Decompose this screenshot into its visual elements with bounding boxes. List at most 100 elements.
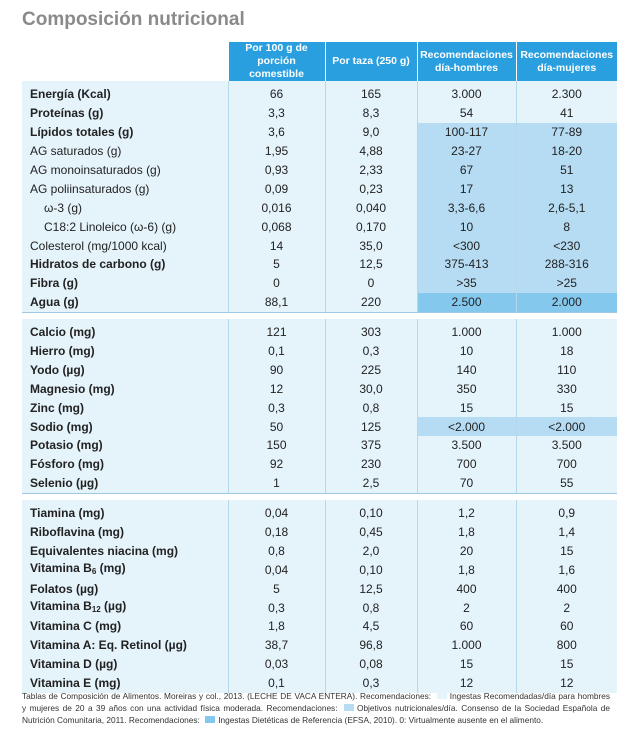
value-per-100g: 121: [227, 318, 325, 342]
header-rec-women: Recomendaciones día-mujeres: [515, 42, 617, 81]
gap-cell: [516, 312, 617, 319]
value-per-100g: 1,95: [227, 141, 325, 161]
table-row: Vitamina D (µg) 0,03 0,08 15 15: [22, 654, 617, 674]
nutrient-name: Lípidos totales (g): [30, 125, 134, 140]
nutrient-name: Vitamina D (µg): [30, 657, 118, 672]
value-rec-men: <2.000: [416, 417, 516, 437]
nutrient-name: Agua (g): [30, 295, 79, 310]
nutrient-subscript: 12: [91, 604, 101, 614]
value-per-100g: 0,04: [227, 560, 325, 580]
value-rec-men: 1,2: [416, 499, 516, 523]
value-per-cup: 2,33: [324, 160, 417, 180]
value-per-cup: 0,3: [324, 673, 417, 693]
nutrient-name: Energía (Kcal): [30, 87, 111, 102]
value-rec-women: 2.300: [515, 81, 617, 104]
legend-swatch-objetivos: [343, 704, 354, 711]
value-rec-men: 1,8: [416, 560, 516, 580]
table-row: Agua (g) 88,1 220 2.500 2.000: [22, 292, 617, 313]
value-per-100g: 88,1: [227, 292, 325, 313]
value-per-100g: 12: [227, 379, 325, 399]
nutrient-name: Vitamina E (mg): [30, 676, 121, 691]
nutrient-label: ω-3 (g): [22, 198, 228, 218]
table-row: Vitamina E (mg) 0,1 0,3 12 12: [22, 673, 617, 693]
gap-cell: [516, 493, 617, 500]
value-rec-men: <300: [416, 236, 516, 256]
value-per-100g: 3,3: [227, 103, 325, 123]
value-per-100g: 5: [227, 579, 325, 599]
table-row: ω-3 (g) 0,016 0,040 3,3-6,6 2,6-5,1: [22, 198, 617, 218]
header-per-cup: Por taza (250 g): [324, 42, 417, 81]
value-rec-men: 12: [416, 673, 516, 693]
nutrient-label: Equivalentes niacina (mg): [22, 541, 228, 561]
value-per-cup: 0,3: [324, 341, 417, 361]
value-rec-women: <230: [515, 236, 617, 256]
value-rec-women: 18-20: [515, 141, 617, 161]
table-header-row: Por 100 g de porción comestible Por taza…: [22, 42, 617, 81]
value-per-cup: 0,08: [324, 654, 417, 674]
table-row: Folatos (µg) 5 12,5 400 400: [22, 579, 617, 599]
gap-cell: [417, 312, 516, 319]
nutrient-name: Potasio (mg): [30, 438, 103, 453]
nutrient-name: ω-3 (g): [44, 200, 83, 215]
value-rec-women: <2.000: [515, 417, 617, 437]
value-rec-women: 8: [515, 217, 617, 237]
nutrient-name: Folatos (µg): [30, 581, 99, 596]
nutrient-name: Hierro (mg): [30, 344, 95, 359]
value-rec-women: 15: [515, 541, 617, 561]
value-per-100g: 1: [227, 473, 325, 494]
table-row: AG monoinsaturados (g) 0,93 2,33 67 51: [22, 160, 617, 180]
value-rec-women: 13: [515, 179, 617, 199]
value-rec-women: 2.000: [515, 292, 617, 313]
value-per-100g: 0,1: [227, 673, 325, 693]
value-per-100g: 66: [227, 81, 325, 104]
value-per-100g: 0,04: [227, 499, 325, 523]
footnote-source: Tablas de Composición de Alimentos. More…: [22, 691, 432, 701]
page-title: Composición nutricional: [22, 9, 245, 30]
table-row: Zinc (mg) 0,3 0,8 15 15: [22, 398, 617, 418]
value-rec-men: 140: [416, 360, 516, 380]
gap-cell: [22, 493, 228, 500]
value-rec-women: 700: [515, 454, 617, 474]
value-per-cup: 220: [324, 292, 417, 313]
nutrient-name: Selenio (µg): [30, 476, 99, 491]
table-row: Selenio (µg) 1 2,5 70 55: [22, 473, 617, 494]
table-row: Hierro (mg) 0,1 0,3 10 18: [22, 341, 617, 361]
table-row: Vitamina B12 (µg) 0,3 0,8 2 2: [22, 598, 617, 618]
value-per-100g: 92: [227, 454, 325, 474]
value-per-cup: 0: [324, 273, 417, 293]
nutrient-name: Sodio (mg): [30, 419, 93, 434]
gap-cell: [325, 493, 417, 500]
table-row: AG saturados (g) 1,95 4,88 23-27 18-20: [22, 141, 617, 161]
value-rec-men: 100-117: [416, 122, 516, 142]
value-rec-men: 1.000: [416, 635, 516, 655]
value-rec-men: 1.000: [416, 318, 516, 342]
footnote: Tablas de Composición de Alimentos. More…: [22, 690, 610, 726]
nutrient-name: AG poliinsaturados (g): [30, 181, 150, 196]
value-rec-men: 375-413: [416, 255, 516, 274]
value-per-100g: 0,03: [227, 654, 325, 674]
gap-cell: [22, 312, 228, 319]
nutrient-label: Vitamina B12 (µg): [22, 598, 228, 618]
value-per-cup: 0,10: [324, 560, 417, 580]
value-per-100g: 0: [227, 273, 325, 293]
value-per-100g: 0,93: [227, 160, 325, 180]
value-rec-women: 0,9: [515, 499, 617, 523]
value-rec-men: 700: [416, 454, 516, 474]
table-row: C18:2 Linoleico (ω-6) (g) 0,068 0,170 10 8: [22, 217, 617, 237]
nutrient-name: Colesterol (mg/1000 kcal): [30, 238, 167, 253]
value-per-cup: 4,88: [324, 141, 417, 161]
value-rec-men: 3.500: [416, 436, 516, 455]
nutrient-name: Proteínas (g): [30, 106, 104, 121]
value-per-100g: 14: [227, 236, 325, 256]
value-rec-men: 2: [416, 598, 516, 618]
value-rec-women: 55: [515, 473, 617, 494]
value-per-cup: 8,3: [324, 103, 417, 123]
value-rec-women: 1.000: [515, 318, 617, 342]
value-rec-men: 60: [416, 617, 516, 636]
nutrient-name: Vitamina B: [30, 598, 92, 613]
table-row: Fósforo (mg) 92 230 700 700: [22, 454, 617, 474]
nutrient-label: Lípidos totales (g): [22, 122, 228, 142]
nutrient-name: Calcio (mg): [30, 325, 96, 340]
value-rec-men: 3,3-6,6: [416, 198, 516, 218]
nutrient-name: Riboflavina (mg): [30, 525, 125, 540]
